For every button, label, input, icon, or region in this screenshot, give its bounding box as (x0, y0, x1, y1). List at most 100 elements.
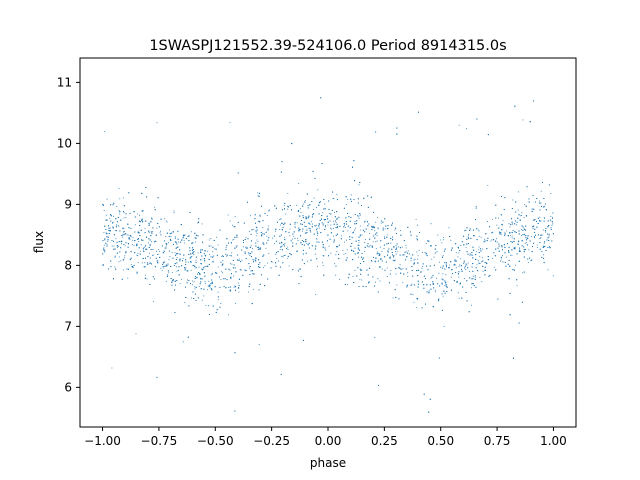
scatter-point (256, 232, 258, 235)
scatter-point (267, 229, 269, 231)
scatter-point (441, 242, 443, 244)
scatter-point (483, 241, 485, 243)
scatter-point (349, 236, 351, 238)
scatter-point (429, 265, 431, 267)
scatter-point (396, 251, 398, 253)
scatter-point (151, 232, 153, 234)
scatter-point (235, 286, 237, 288)
scatter-point (237, 221, 239, 223)
scatter-point (277, 260, 280, 262)
scatter-point (257, 192, 259, 194)
scatter-point (416, 251, 418, 253)
scatter-point (104, 250, 106, 252)
scatter-point (484, 240, 486, 242)
scatter-point (164, 218, 166, 220)
scatter-point (332, 198, 334, 200)
scatter-point (549, 219, 552, 221)
scatter-point (449, 264, 451, 266)
scatter-point (193, 264, 195, 266)
scatter-point (416, 238, 418, 240)
scatter-point (336, 211, 338, 213)
scatter-point (379, 253, 381, 255)
scatter-point (347, 284, 349, 286)
scatter-point (238, 259, 240, 262)
scatter-point (216, 309, 218, 311)
scatter-point (411, 283, 413, 285)
scatter-point (455, 267, 457, 269)
scatter-point (191, 249, 193, 251)
scatter-point (318, 204, 320, 206)
scatter-point (369, 245, 371, 247)
scatter-point (102, 264, 104, 266)
scatter-point (395, 296, 397, 298)
scatter-point (139, 221, 141, 223)
scatter-point (302, 205, 304, 207)
scatter-point (250, 253, 252, 255)
scatter-point (384, 269, 386, 271)
scatter-point (353, 250, 355, 252)
scatter-point (465, 229, 467, 231)
scatter-point (501, 246, 503, 248)
scatter-point (367, 206, 369, 208)
scatter-point (191, 242, 193, 244)
scatter-point (522, 119, 524, 121)
scatter-point (233, 238, 235, 241)
scatter-point (258, 344, 260, 346)
scatter-point (294, 223, 296, 225)
scatter-point (192, 265, 194, 267)
scatter-point (521, 301, 523, 303)
scatter-point (300, 223, 302, 225)
scatter-point (335, 254, 337, 256)
scatter-point (542, 229, 545, 231)
scatter-point (103, 247, 105, 249)
scatter-point (453, 280, 455, 282)
scatter-point (469, 253, 471, 255)
scatter-point (144, 245, 146, 247)
scatter-point (322, 246, 324, 248)
scatter-point (177, 230, 179, 232)
scatter-point (354, 253, 356, 255)
scatter-point (500, 234, 502, 236)
scatter-point (267, 278, 269, 280)
scatter-point (305, 252, 307, 254)
scatter-point (267, 225, 270, 227)
scatter-point (433, 256, 435, 258)
scatter-point (223, 278, 225, 280)
scatter-point (545, 231, 547, 233)
scatter-point (465, 291, 467, 294)
scatter-point (292, 233, 294, 235)
scatter-point (505, 233, 507, 235)
scatter-point (501, 255, 503, 257)
scatter-point (313, 213, 315, 215)
scatter-point (190, 261, 192, 263)
scatter-point (176, 262, 178, 264)
scatter-point (289, 223, 291, 225)
scatter-point (354, 180, 356, 182)
scatter-point (164, 240, 166, 242)
scatter-point (188, 235, 190, 237)
scatter-point (410, 257, 412, 259)
scatter-point (202, 241, 204, 243)
scatter-point (325, 249, 327, 251)
scatter-point (478, 262, 480, 264)
scatter-point (106, 243, 108, 245)
scatter-point (303, 241, 305, 243)
scatter-point (254, 222, 257, 224)
scatter-point (118, 210, 120, 212)
scatter-point (359, 268, 361, 271)
scatter-point (474, 258, 477, 261)
scatter-point (451, 273, 454, 275)
scatter-point (356, 223, 358, 225)
scatter-point (524, 242, 526, 244)
scatter-point (320, 97, 322, 99)
scatter-point (487, 256, 489, 258)
scatter-point (466, 243, 468, 245)
scatter-point (102, 203, 104, 205)
scatter-point (443, 325, 445, 327)
scatter-point (137, 252, 139, 254)
scatter-point (519, 249, 521, 251)
scatter-point (377, 384, 380, 386)
scatter-point (356, 220, 358, 222)
scatter-point (152, 254, 154, 256)
scatter-point (133, 245, 135, 247)
